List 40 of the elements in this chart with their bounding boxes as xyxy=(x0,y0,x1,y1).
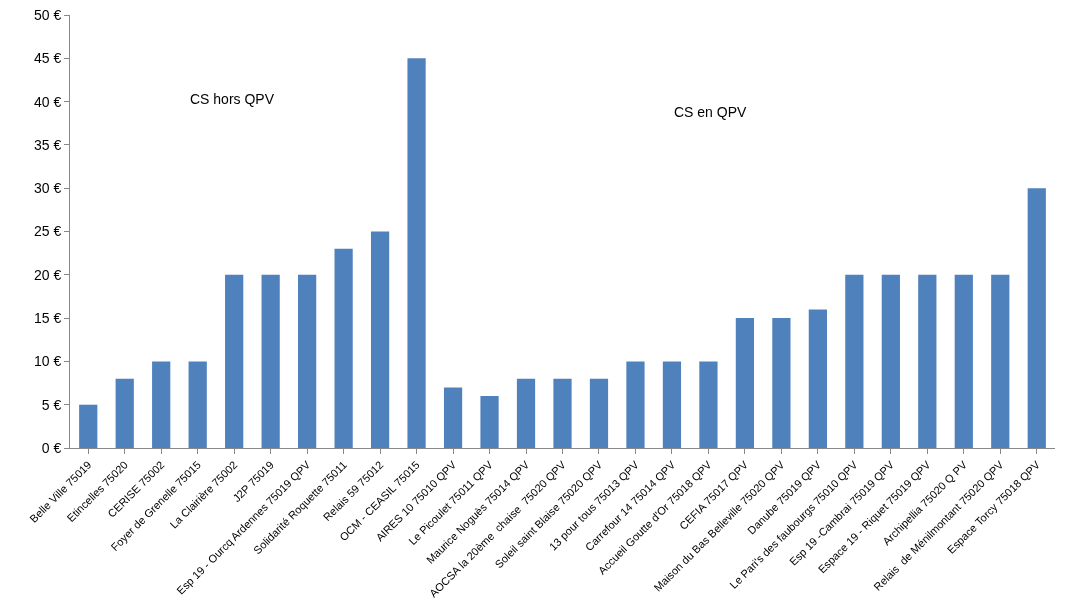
bar xyxy=(553,378,572,448)
bar xyxy=(1027,188,1046,448)
bar xyxy=(261,274,280,448)
bar xyxy=(516,378,536,448)
annotation: CS en QPV xyxy=(674,104,748,120)
y-tick-label: 40 € xyxy=(33,93,62,110)
bar xyxy=(626,361,645,448)
y-tick-label: 50 € xyxy=(33,6,62,23)
bar xyxy=(845,274,864,448)
bar xyxy=(370,231,390,448)
bar xyxy=(480,396,499,448)
bar xyxy=(225,274,244,448)
y-tick-label: 5 € xyxy=(41,396,62,413)
bar xyxy=(407,58,426,448)
bar xyxy=(662,361,682,448)
bar xyxy=(443,387,463,448)
y-tick-label: 10 € xyxy=(33,353,62,370)
y-tick-label: 30 € xyxy=(33,180,62,197)
bar xyxy=(298,274,317,448)
bar xyxy=(79,404,98,448)
bar xyxy=(334,248,353,448)
bar xyxy=(152,361,171,448)
annotation: CS hors QPV xyxy=(190,91,275,107)
bar xyxy=(699,361,718,448)
y-tick-label: 15 € xyxy=(33,310,62,326)
y-tick-label: 0 € xyxy=(41,439,62,456)
y-tick-label: 45 € xyxy=(33,50,62,67)
bar xyxy=(188,361,207,448)
y-tick-label: 25 € xyxy=(33,223,62,240)
bar xyxy=(735,318,755,448)
y-tick-label: 35 € xyxy=(33,136,62,153)
bar xyxy=(881,274,900,448)
bar xyxy=(772,318,791,448)
bar xyxy=(808,309,827,448)
bar xyxy=(954,274,973,448)
bar xyxy=(991,274,1010,448)
y-tick-label: 20 € xyxy=(33,266,62,283)
bar xyxy=(918,274,937,448)
bar xyxy=(589,378,609,448)
bar xyxy=(115,378,134,448)
